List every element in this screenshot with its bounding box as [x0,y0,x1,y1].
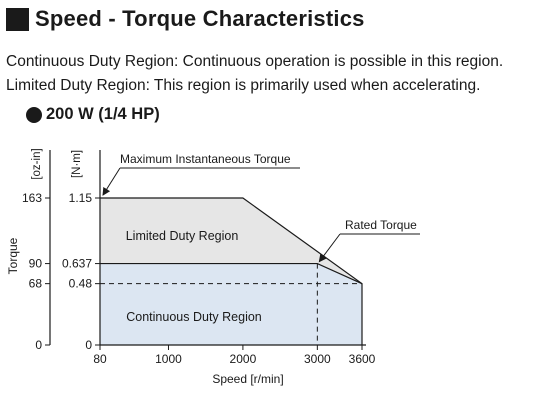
y-unit-label-ozin: [oz-in] [31,148,43,179]
heading-square-icon [6,7,29,31]
y-tick-label-nm: 0.48 [69,277,93,291]
limited-duty-region-label: Limited Duty Region [126,229,239,243]
heading-text: Speed - Torque Characteristics [35,6,365,31]
x-axis-label: Speed [r/min] [212,372,283,386]
y-tick-label-nm: 0.637 [62,257,92,271]
max-torque-arrow [102,167,121,196]
x-tick-label: 3000 [304,352,331,366]
max-torque-annotation: Maximum Instantaneous Torque [120,152,291,166]
page-heading: Speed - Torque Characteristics [6,5,365,33]
continuous-duty-region [100,263,362,345]
x-tick-label: 80 [93,352,107,366]
y-unit-label-nm: [N·m] [71,150,83,178]
x-tick-label: 2000 [230,352,257,366]
x-tick-label: 3600 [349,352,376,366]
y-tick-label-ozin: 0 [35,338,42,352]
bullet-dot-icon [26,106,42,123]
y-tick-label-nm: 0 [85,338,92,352]
y-tick-label-nm: 1.15 [69,191,93,205]
limited-region-outline [100,197,363,345]
continuous-duty-region-label: Continuous Duty Region [126,310,262,324]
model-label: 200 W (1/4 HP) [26,105,160,124]
rated-torque-arrow [318,233,341,263]
rated-torque-annotation: Rated Torque [345,218,417,232]
x-tick-label: 1000 [155,352,182,366]
limited-duty-description: Limited Duty Region: This region is prim… [6,77,481,94]
continuous-duty-description: Continuous Duty Region: Continuous opera… [6,53,504,70]
y-tick-label-ozin: 90 [29,257,43,271]
y-tick-label-ozin: 68 [29,277,43,291]
y-axis-label: Torque [6,237,20,274]
model-text: 200 W (1/4 HP) [46,105,160,123]
y-tick-label-ozin: 163 [22,191,42,205]
